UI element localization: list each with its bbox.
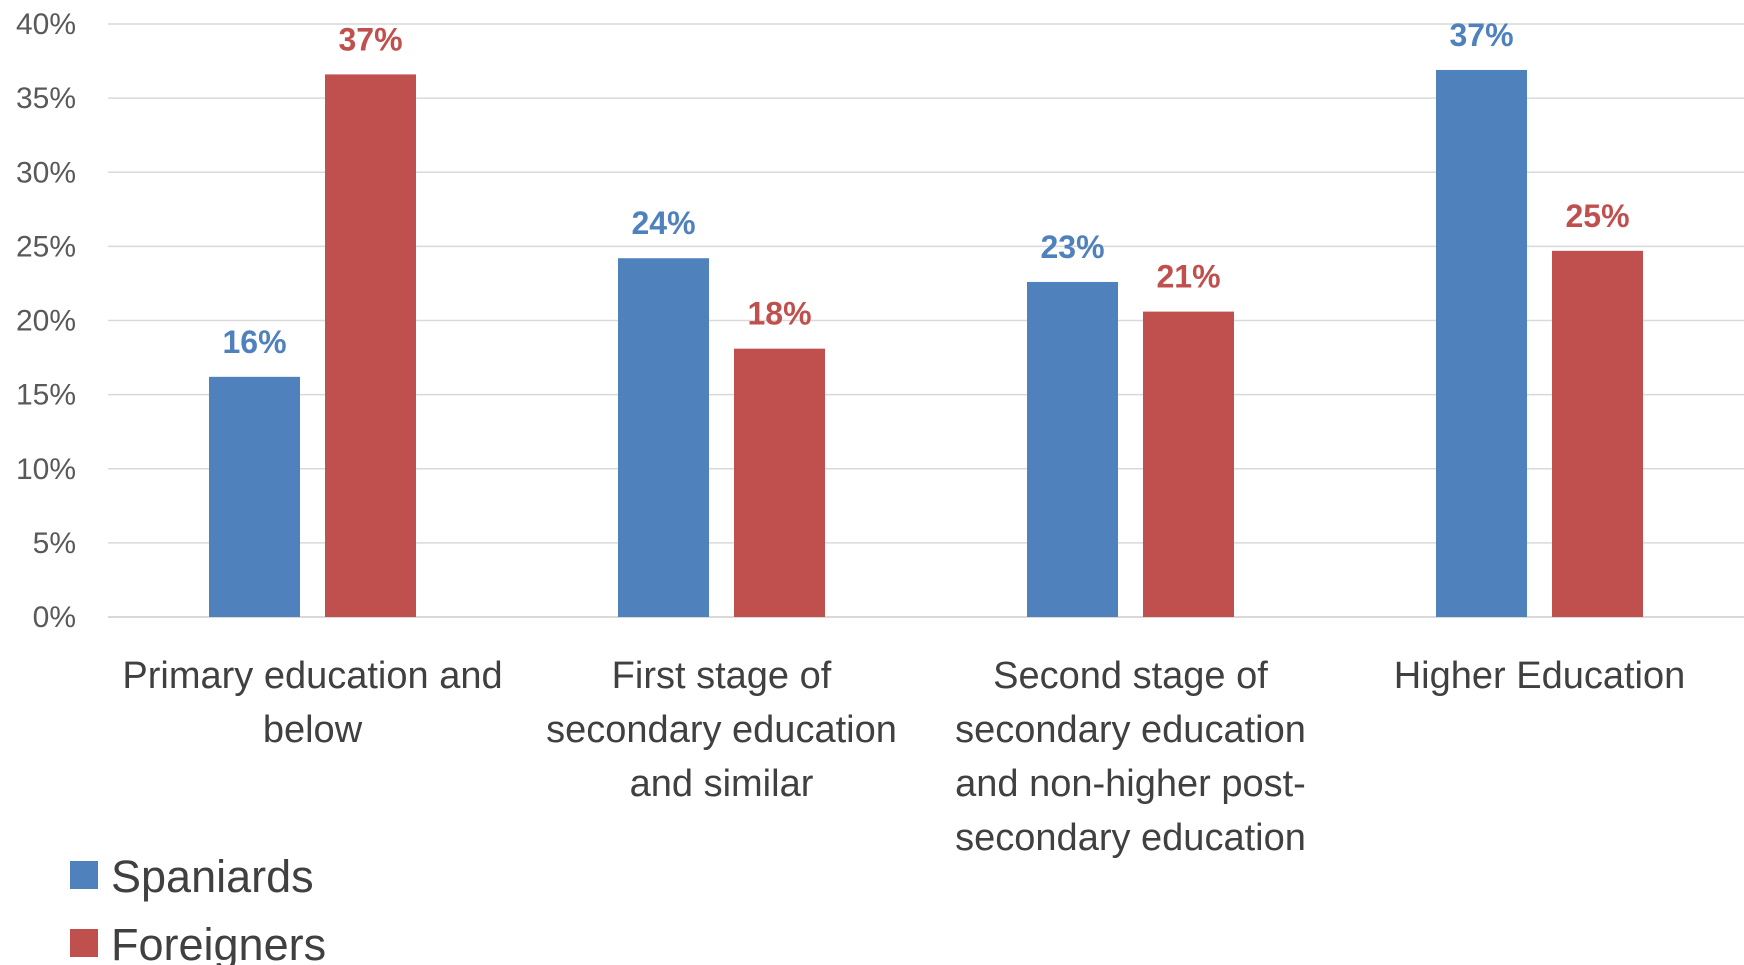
category-label-line: and similar xyxy=(630,763,814,805)
y-tick-label: 0% xyxy=(33,601,76,634)
category-label-3: Higher Education xyxy=(1394,655,1686,697)
bar-foreigners-3 xyxy=(1552,250,1643,617)
bars xyxy=(209,69,1643,617)
bar-spaniards-0 xyxy=(209,376,300,617)
y-tick-label: 10% xyxy=(16,453,76,486)
category-label-1: First stage of secondary education and sim… xyxy=(546,655,897,805)
data-label-spaniards-0: 16% xyxy=(222,324,286,360)
category-label-line: Primary education and xyxy=(122,655,502,697)
category-label-0: Primary education and below xyxy=(122,655,502,751)
category-label-line: below xyxy=(263,709,363,751)
data-label-spaniards-1: 24% xyxy=(631,205,695,241)
category-label-line: secondary education xyxy=(546,709,897,751)
data-label-foreigners-1: 18% xyxy=(747,296,811,332)
y-tick-label: 5% xyxy=(33,527,76,560)
y-tick-label: 40% xyxy=(16,8,76,41)
x-axis-categories: Primary education and below First stage of… xyxy=(122,655,1685,859)
category-label-line: Higher Education xyxy=(1394,655,1686,697)
y-tick-label: 25% xyxy=(16,230,76,263)
category-label-line: First stage of xyxy=(612,655,832,697)
bar-spaniards-1 xyxy=(618,258,709,617)
bar-foreigners-0 xyxy=(325,74,416,617)
category-label-line: secondary education xyxy=(955,817,1306,859)
data-label-foreigners-2: 21% xyxy=(1156,259,1220,295)
data-label-foreigners-3: 25% xyxy=(1565,198,1629,234)
y-tick-label: 20% xyxy=(16,305,76,338)
bar-foreigners-1 xyxy=(734,348,825,617)
data-label-foreigners-0: 37% xyxy=(338,21,402,57)
bar-spaniards-3 xyxy=(1436,69,1527,617)
bar-foreigners-2 xyxy=(1143,311,1234,617)
category-label-line: secondary education xyxy=(955,709,1306,751)
y-tick-label: 15% xyxy=(16,379,76,412)
data-label-spaniards-2: 23% xyxy=(1040,229,1104,265)
y-tick-label: 35% xyxy=(16,82,76,115)
y-axis-ticks: 0% 5% 10% 15% 20% 25% 30% 35% 40% xyxy=(16,8,76,634)
data-labels: 16% 37% 24% 18% 23% 21% 37% 25% xyxy=(222,17,1629,360)
category-label-2: Second stage of secondary education and no… xyxy=(955,655,1306,859)
y-tick-label: 30% xyxy=(16,156,76,189)
legend-label-foreigners: Foreigners xyxy=(111,919,326,965)
legend-swatch-spaniards xyxy=(70,861,98,889)
legend: Spaniards Foreigners xyxy=(70,851,326,965)
bar-spaniards-2 xyxy=(1027,281,1118,617)
legend-label-spaniards: Spaniards xyxy=(111,851,314,902)
category-label-line: Second stage of xyxy=(993,655,1268,697)
data-label-spaniards-3: 37% xyxy=(1449,17,1513,53)
category-label-line: and non-higher post- xyxy=(955,763,1306,805)
legend-swatch-foreigners xyxy=(70,929,98,957)
